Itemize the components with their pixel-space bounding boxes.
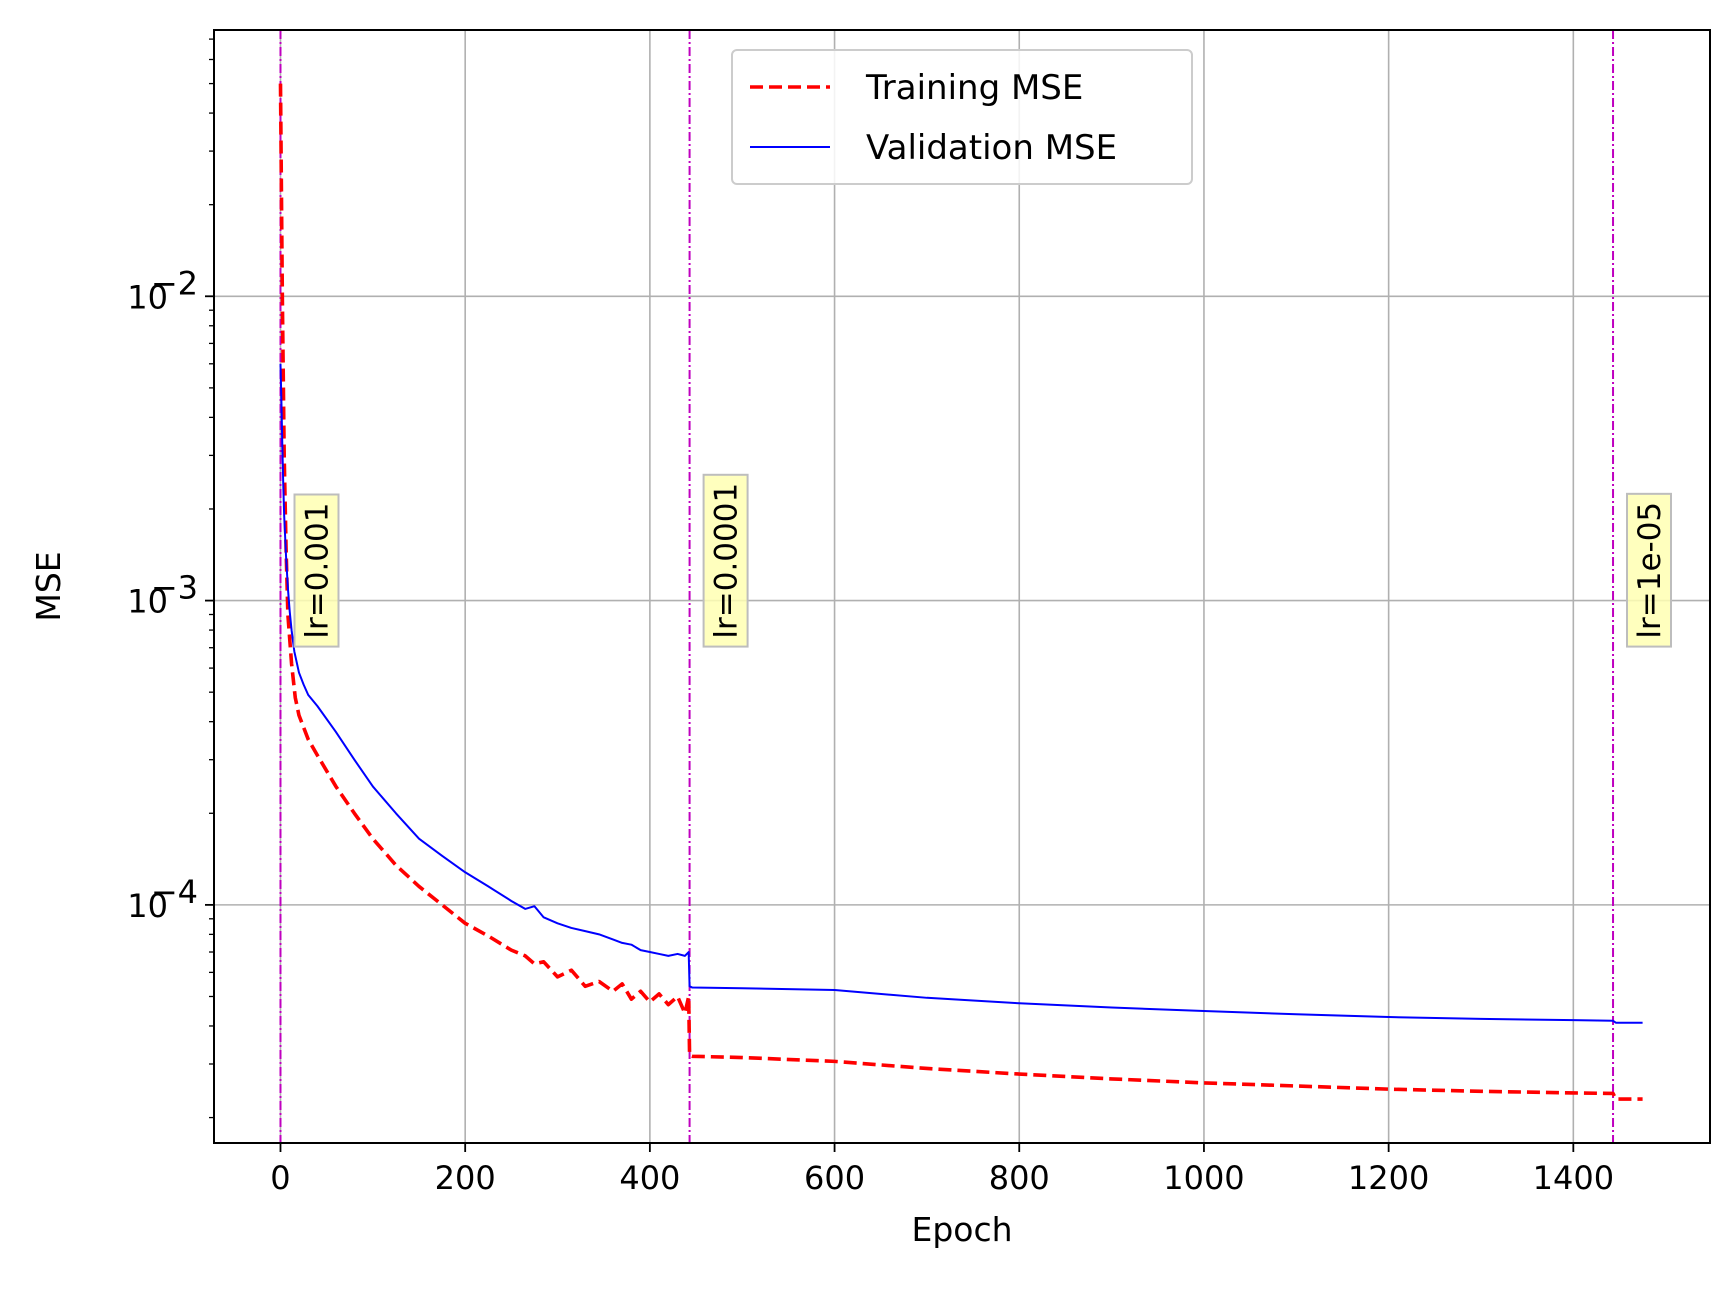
legend: Training MSE Validation MSE	[731, 49, 1193, 185]
plot-frame	[213, 29, 1711, 1144]
x-tick-label: 1000	[1163, 1159, 1244, 1197]
lr-annotation-box	[702, 473, 749, 648]
y-tick-label-exponent: −3	[151, 569, 198, 607]
x-tick-label: 0	[270, 1159, 290, 1197]
x-tick-label: 1400	[1533, 1159, 1614, 1197]
lr-annotations: lr=0.001 lr=0.0001 lr=1e-05	[293, 473, 1672, 648]
lr-annotation: lr=1e-05	[1626, 492, 1672, 648]
lr-annotation-label: lr=1e-05	[1632, 502, 1668, 639]
x-tick-label: 200	[435, 1159, 496, 1197]
y-tick-label: 10	[127, 583, 168, 621]
series-group	[278, 83, 1643, 1101]
x-axis-label: Epoch	[911, 1210, 1012, 1249]
legend-label: Validation MSE	[866, 128, 1117, 168]
y-axis-label: MSE	[29, 551, 68, 621]
x-tick-label: 800	[989, 1159, 1050, 1197]
lr-annotation-box	[293, 493, 340, 648]
x-tick-label: 600	[804, 1159, 865, 1197]
legend-label: Training MSE	[865, 68, 1083, 108]
x-tick-label: 1200	[1348, 1159, 1429, 1197]
lr-annotation-label: lr=0.001	[300, 503, 336, 639]
lr-change-lines	[279, 30, 1615, 1143]
lr-annotation: lr=0.001	[293, 493, 340, 648]
training-mse-line	[278, 83, 1643, 1101]
lr-annotation-label: lr=0.0001	[709, 483, 745, 639]
grid	[214, 30, 1710, 1143]
x-tick-label: 400	[619, 1159, 680, 1197]
validation-mse-line	[279, 363, 1643, 1024]
y-tick-label: 10	[127, 887, 168, 925]
y-tick-label-exponent: −4	[151, 873, 198, 911]
legend-box	[731, 49, 1193, 185]
y-tick-label: 10	[127, 278, 168, 316]
lr-annotation: lr=0.0001	[702, 473, 749, 648]
lr-annotation-box	[1626, 492, 1672, 648]
y-tick-label-exponent: −2	[151, 264, 198, 302]
